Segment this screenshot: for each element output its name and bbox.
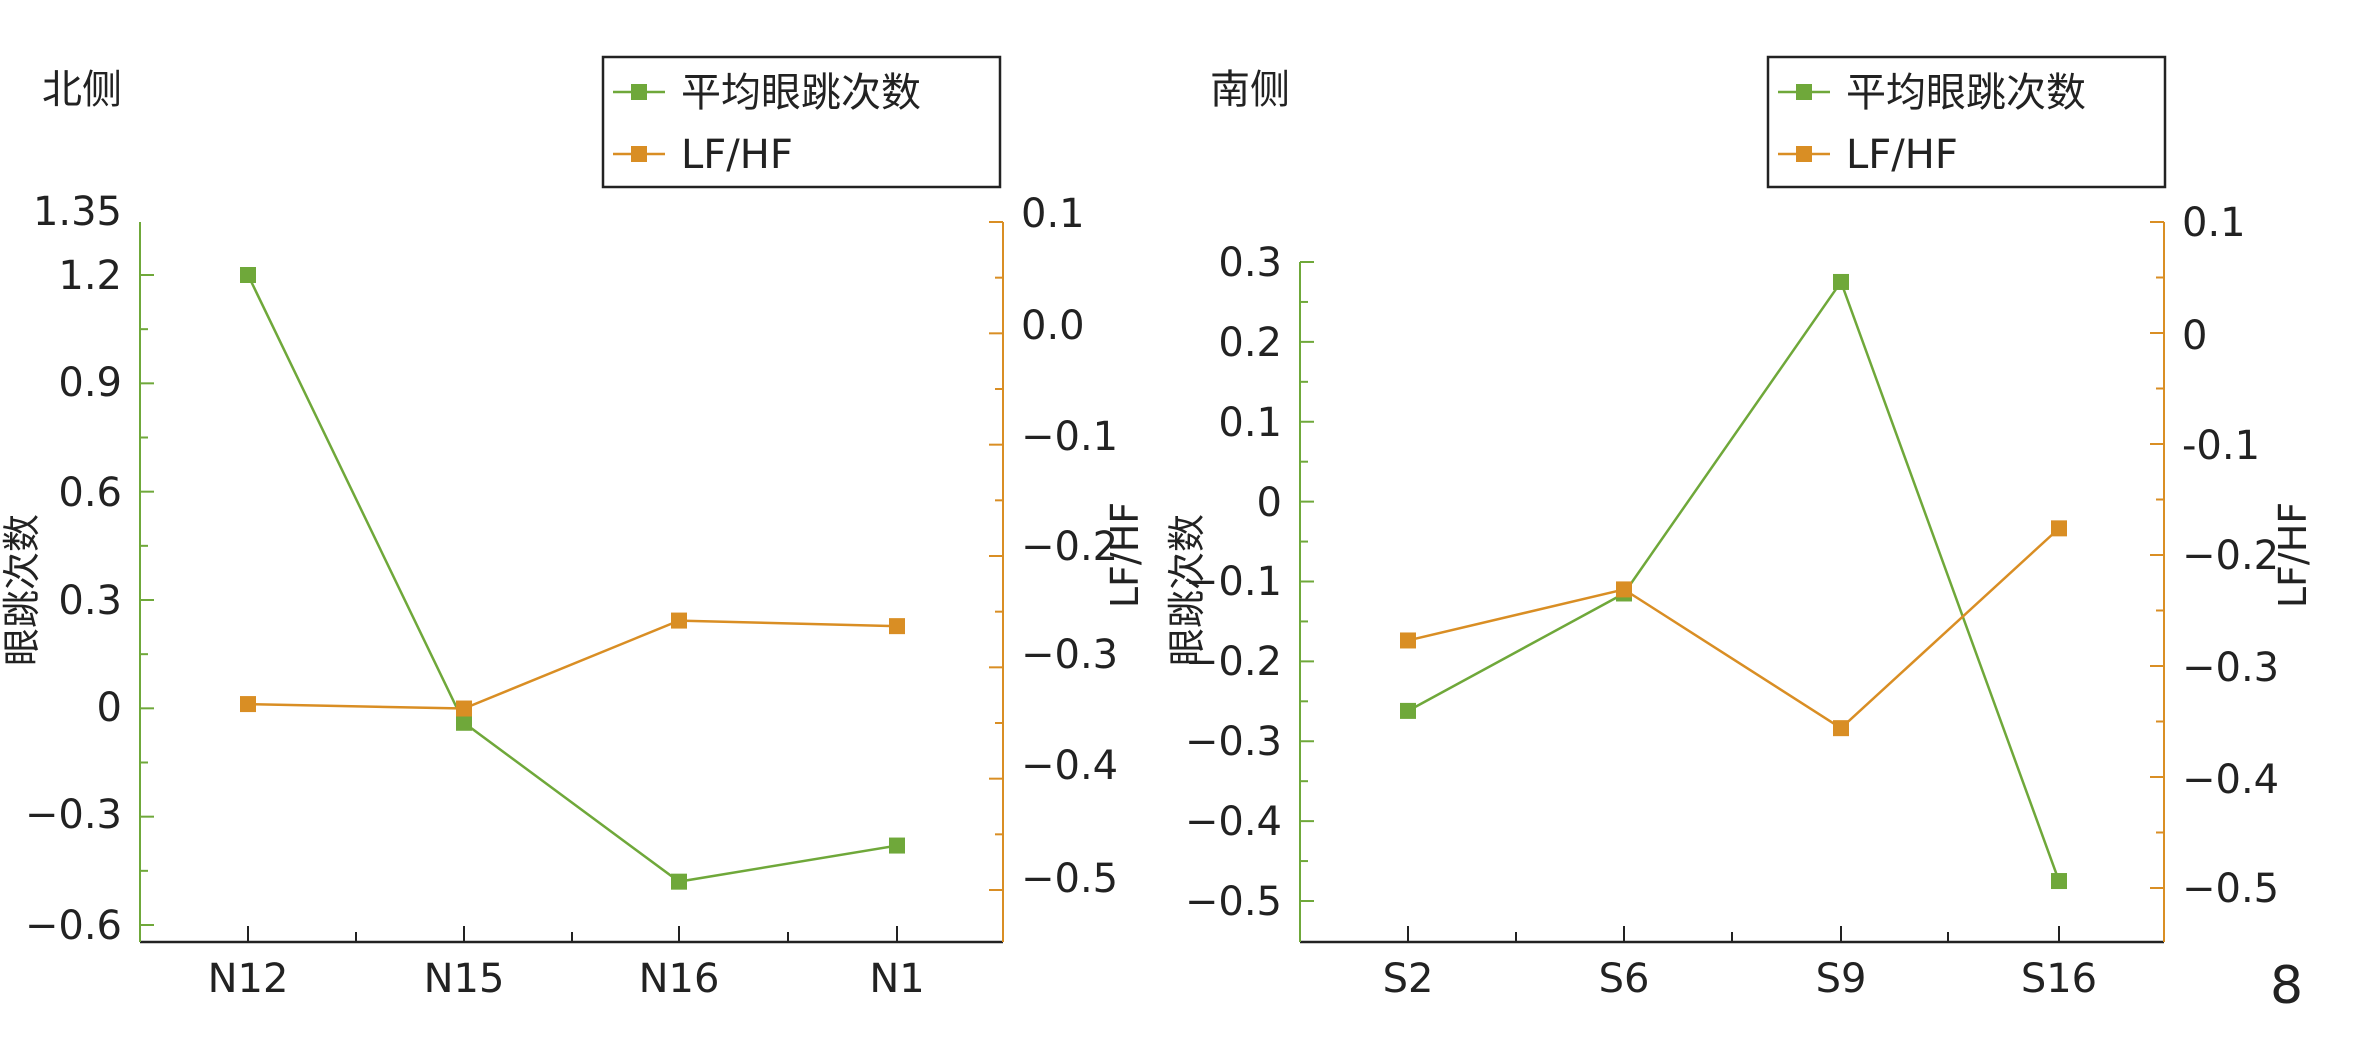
right-y-tick-label: −0.2 <box>2182 533 2279 579</box>
x-tick-label: N16 <box>639 956 720 1002</box>
data-point-saccade <box>456 714 472 731</box>
series-line-lfhf <box>247 619 898 710</box>
left-y-tick-label: 0.3 <box>1218 240 1282 286</box>
legend-label: 平均眼跳次数 <box>1846 70 2086 116</box>
right-y-tick-label: −0.1 <box>1021 414 1118 460</box>
chart-south: 南侧 S2 S6 S9 S16 −0.5 −0.4 −0.3 −0.2 −0.1 0 0.1 0.2 0.… <box>1165 55 2315 1002</box>
x-tick-label: S2 <box>1383 956 1434 1002</box>
left-y-tick-label: −0.4 <box>1185 799 1282 845</box>
x-tick-label: S16 <box>2021 956 2097 1002</box>
left-y-tick-label: 1.35 <box>33 189 122 235</box>
right-y-tick-label: 0.0 <box>1021 303 1085 349</box>
series-line-saccade <box>246 274 898 883</box>
x-tick-label: N12 <box>208 956 289 1002</box>
legend-marker <box>1796 146 1812 162</box>
left-y-axis-title: 眼跳次数 <box>1165 514 1209 666</box>
left-y-tick-label: −0.1 <box>1185 559 1282 605</box>
data-point-lfhf <box>240 696 256 713</box>
left-y-tick-label: 0 <box>1257 480 1282 526</box>
data-point-lfhf <box>889 618 905 635</box>
legend-box <box>1766 55 2167 189</box>
left-y-tick-label: −0.5 <box>1185 879 1282 925</box>
right-y-tick-label: -0.1 <box>2182 423 2260 469</box>
data-point-saccade <box>889 837 905 854</box>
data-point-lfhf <box>671 612 687 629</box>
data-point-lfhf <box>1400 632 1416 649</box>
legend-box <box>601 55 1002 189</box>
left-y-tick-label: 0 <box>97 685 122 731</box>
x-tick-label: N1 <box>869 956 924 1002</box>
chart-title: 北侧 <box>42 67 122 113</box>
legend-marker <box>631 146 647 162</box>
legend: 平均眼跳次数 LF/HF <box>601 55 1002 189</box>
chart-north: 北侧 N12 N15 N16 N1 −0.6 −0.3 0 0.3 0.6 0.9 1.2 1.35 −0… <box>0 55 1147 1002</box>
left-y-tick-label: −0.3 <box>25 792 122 838</box>
right-y-axis-title: LF/HF <box>2271 502 2315 608</box>
series-line-saccade <box>1407 279 2061 882</box>
data-point-lfhf <box>2051 520 2067 537</box>
data-point-saccade <box>2051 873 2067 890</box>
data-point-saccade <box>1400 702 1416 719</box>
right-y-tick-label: 0.1 <box>1021 191 1085 237</box>
left-y-tick-label: 0.2 <box>1218 320 1282 366</box>
left-y-axis-title: 眼跳次数 <box>0 514 44 666</box>
left-y-tick-label: 0.3 <box>58 578 122 624</box>
right-y-axis-title: LF/HF <box>1103 502 1147 608</box>
right-y-tick-label: −0.5 <box>1021 856 1118 902</box>
right-y-tick-label: −0.4 <box>2182 757 2279 803</box>
right-y-tick-label: −0.3 <box>2182 645 2279 691</box>
right-y-tick-label: −0.5 <box>2182 866 2279 912</box>
chart-title: 南侧 <box>1210 67 1290 113</box>
x-tick-label: S6 <box>1599 956 1650 1002</box>
left-y-tick-label: 1.2 <box>58 253 122 299</box>
series-line-lfhf <box>1407 527 2060 730</box>
data-point-saccade <box>240 267 256 283</box>
x-tick-label: N15 <box>424 956 505 1002</box>
data-point-saccade <box>1833 273 1849 290</box>
x-tick-label: S9 <box>1816 956 1867 1002</box>
legend-label: LF/HF <box>1846 132 1958 178</box>
right-y-tick-label: 0 <box>2182 313 2207 359</box>
right-y-tick-label: 0.1 <box>2182 200 2246 246</box>
data-point-lfhf <box>1616 581 1632 598</box>
legend: 平均眼跳次数 LF/HF <box>1766 55 2167 189</box>
legend-marker <box>1796 84 1812 100</box>
left-y-tick-label: 0.1 <box>1218 400 1282 446</box>
legend-label: LF/HF <box>681 132 793 178</box>
left-y-tick-label: 0.6 <box>58 470 122 516</box>
data-point-lfhf <box>1833 720 1849 737</box>
left-y-tick-label: −0.6 <box>25 903 122 949</box>
left-y-tick-label: −0.2 <box>1185 639 1282 685</box>
right-y-tick-label: −0.4 <box>1021 743 1118 789</box>
right-y-tick-label: −0.3 <box>1021 632 1118 678</box>
left-y-tick-label: 0.9 <box>58 360 122 406</box>
data-point-saccade <box>671 873 687 890</box>
left-y-tick-label: −0.3 <box>1185 719 1282 765</box>
right-y-tick-label: −0.2 <box>1021 524 1118 570</box>
page-number: 8 <box>2270 956 2303 1016</box>
data-point-lfhf <box>456 700 472 717</box>
legend-marker <box>631 84 647 100</box>
legend-label: 平均眼跳次数 <box>681 70 921 116</box>
